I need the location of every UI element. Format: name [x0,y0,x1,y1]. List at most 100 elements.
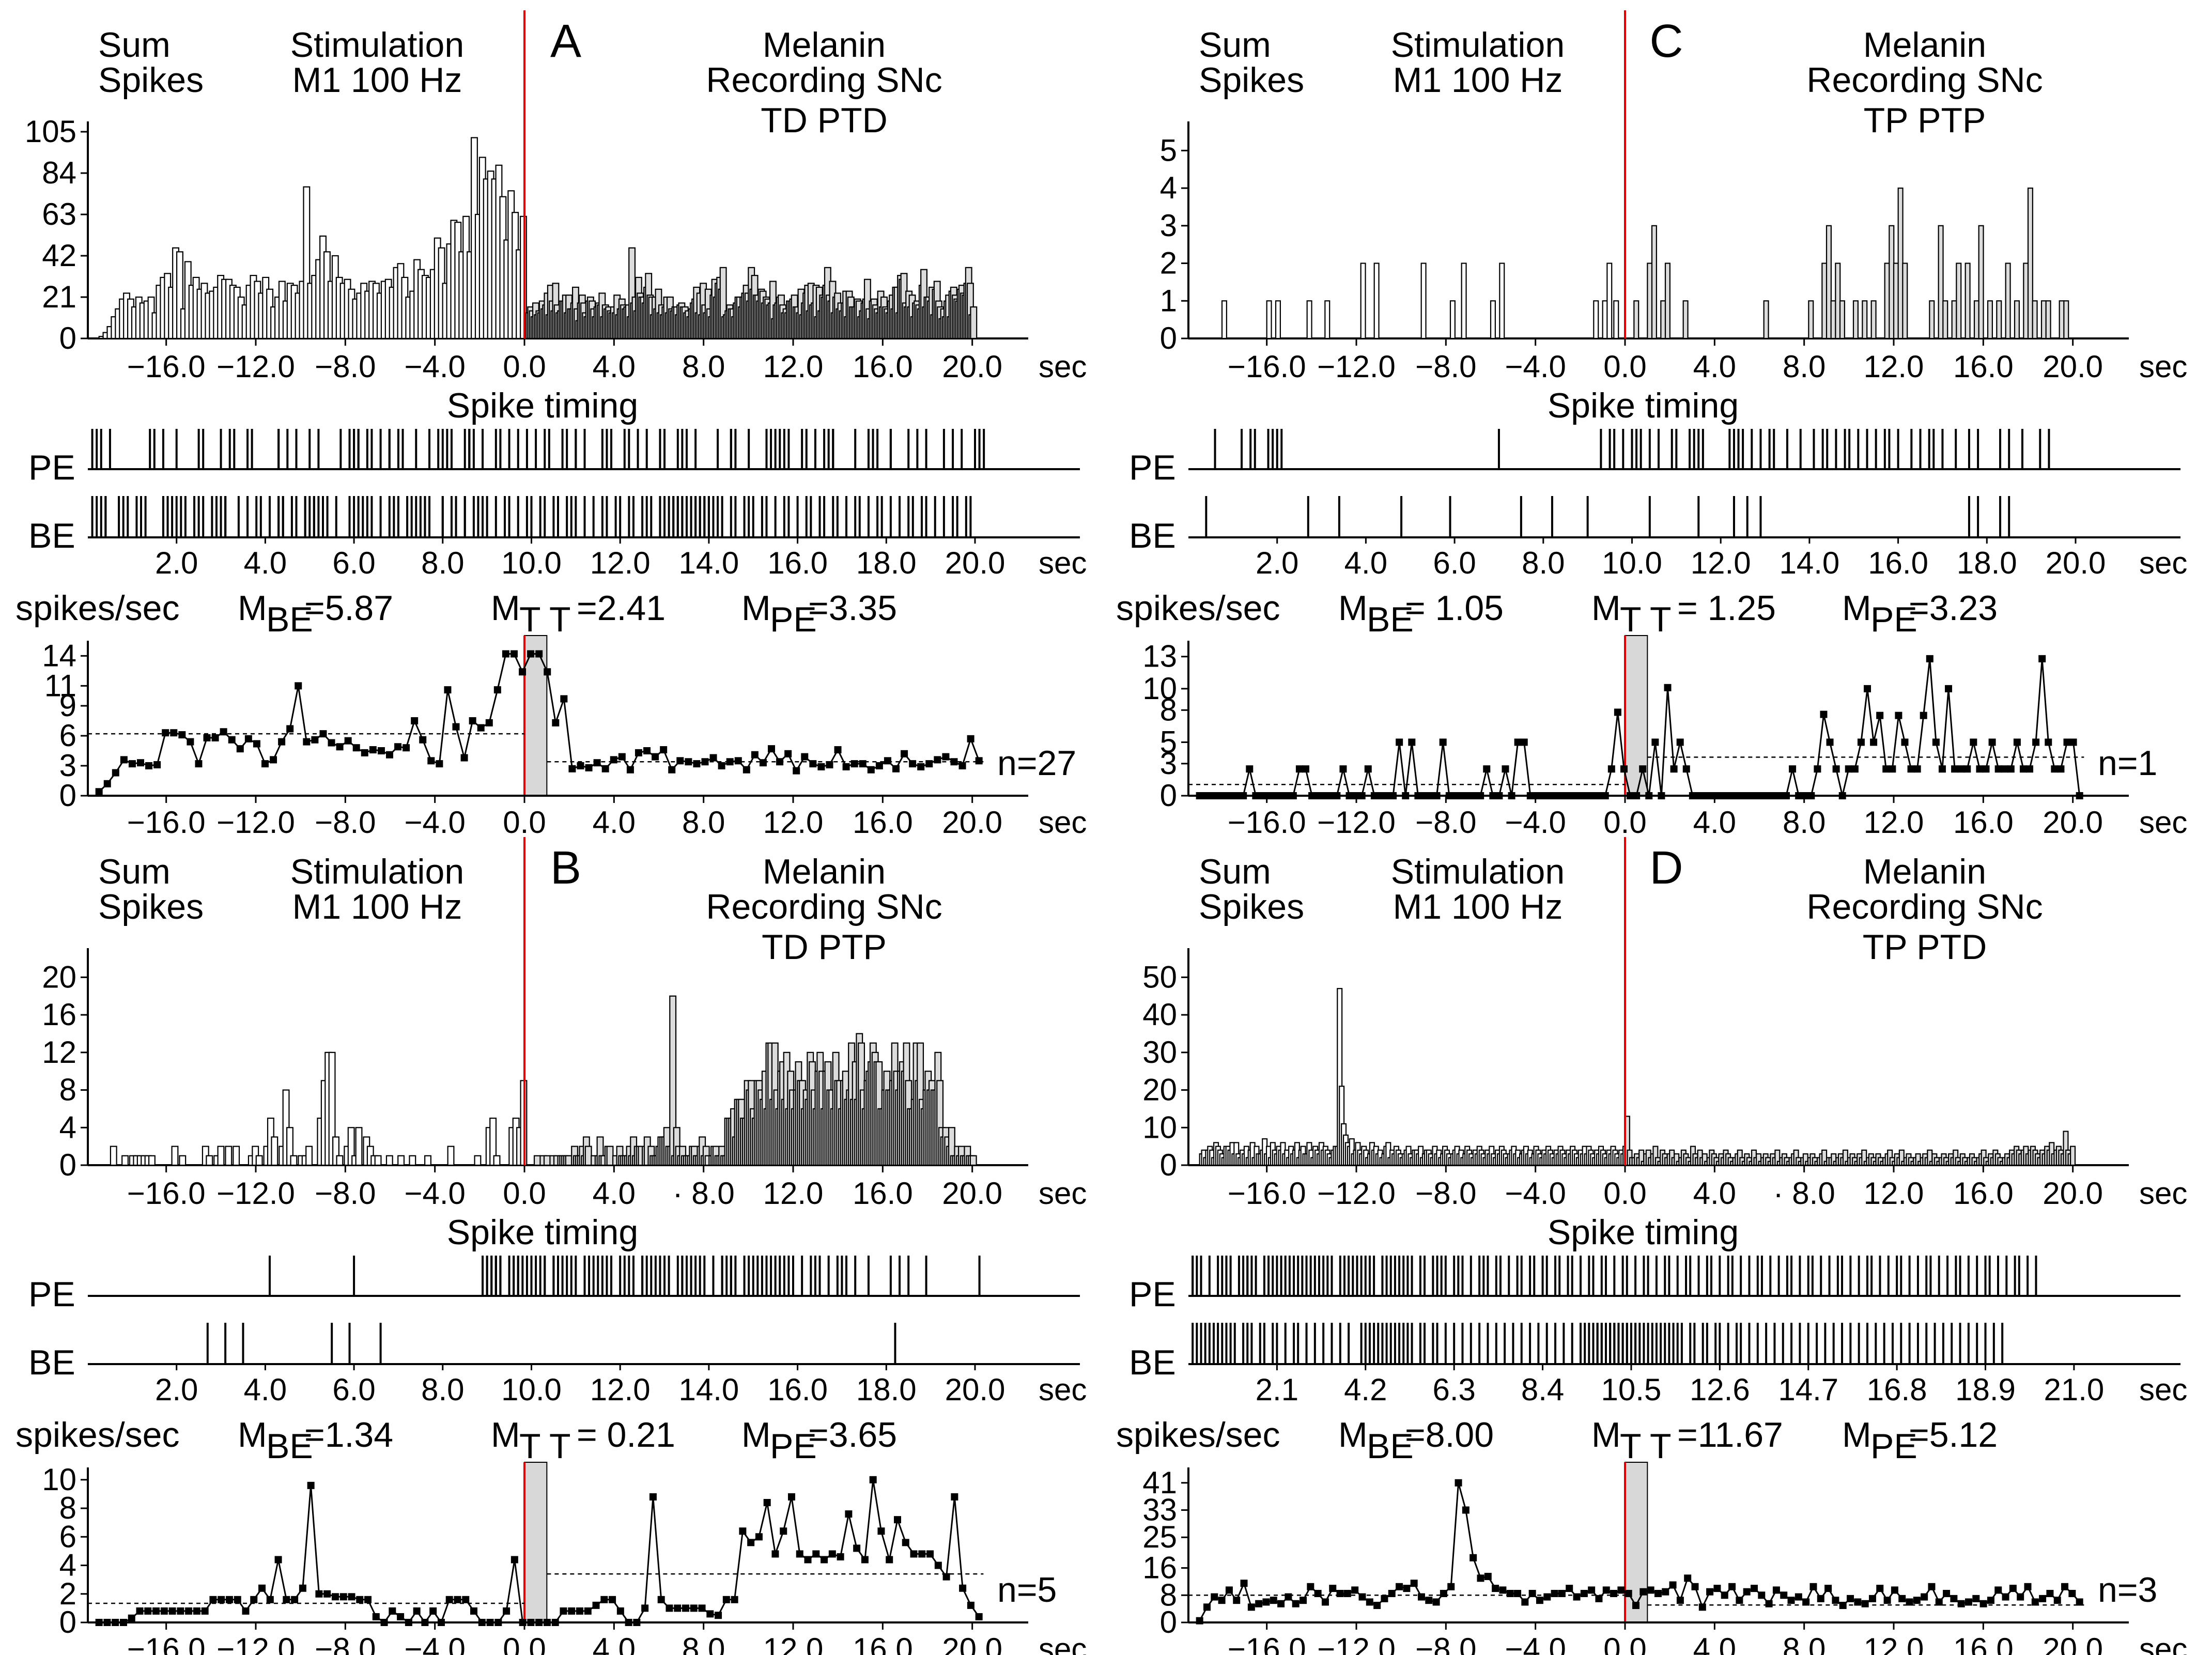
rate-point [776,758,784,766]
rate-point [1489,792,1497,799]
histogram-x-tick-label: −8.0 [315,1176,376,1211]
rate-point [633,1619,641,1626]
rate-x-tick-label: −16.0 [1228,805,1306,840]
mean-subscript: T T [519,1427,571,1466]
mean-value: = 1.25 [1677,589,1776,628]
rate-point [918,1550,926,1558]
rate-point [1536,1597,1543,1604]
rate-point [1433,792,1441,799]
rate-point [1495,792,1503,799]
rate-x-tick-label: 8.0 [1783,1632,1826,1655]
rate-point [1864,685,1871,692]
pre-stimulus-bar [255,1155,263,1166]
rate-point [812,1550,820,1558]
rate-x-tick-label: −8.0 [1415,1632,1476,1655]
histogram-y-tick-label: 42 [42,238,76,273]
rate-point [535,650,543,658]
rate-point [1620,765,1628,773]
pre-stimulus-bar [110,1146,117,1166]
rate-point [796,1550,803,1558]
rate-point [419,736,427,744]
rate-point [701,758,709,766]
rate-point [1627,792,1634,799]
rate-point [1225,1586,1233,1594]
mean-value: =3.23 [1909,589,1998,628]
rate-point [1483,765,1491,773]
mean-prefix: M [491,1415,520,1455]
pe-label: PE [1129,448,1176,487]
rate-point [685,758,692,766]
rate-point [1739,792,1746,799]
rate-point [1770,792,1777,799]
pre-stimulus-bar [1275,300,1281,339]
rate-point [112,769,119,777]
rate-point [1645,792,1653,799]
rate-point [452,723,460,731]
mean-be: MBE=1.34 [238,1415,393,1466]
rate-point [1410,1580,1418,1587]
rate-point [1895,712,1902,719]
rate-point [1987,1597,1994,1604]
rate-y-tick-label: 9 [59,688,76,723]
rate-point [1839,1602,1847,1610]
n-label: n=27 [997,744,1076,783]
raster-x-tick-label: 10.0 [1602,546,1662,580]
mean-value: =1.34 [304,1415,393,1455]
post-stimulus-bar [1902,262,1908,339]
mean-value: = 0.21 [577,1415,675,1455]
pre-stimulus-bar [328,1051,336,1166]
rate-point [1807,792,1815,799]
raster-x-tick-label: 18.0 [856,1372,917,1407]
rate-point [403,744,410,752]
melanin-label: Melanin [1863,852,1986,891]
rate-point [809,760,817,768]
raster-x-unit: sec [2139,546,2187,580]
rate-x-tick-label: 20.0 [2043,1632,2103,1655]
mean-be: MBE= 1.05 [1338,589,1504,639]
histogram-x-tick-label: 8.0 [1783,349,1826,384]
rate-point [902,1539,909,1546]
rate-x-tick-label: 4.0 [1693,805,1736,840]
be-label: BE [1129,516,1176,555]
rate-point [652,753,659,761]
rate-point [1366,1598,1373,1606]
rate-y-tick-label: 4 [59,1548,76,1583]
pre-stimulus-bar [290,1155,298,1166]
mean-be: MBE=8.00 [1338,1415,1494,1466]
rate-point [1662,1588,1669,1596]
post-stimulus-bar [1996,300,2002,339]
rate-point [331,1593,339,1601]
rate-y-tick-label: 14 [42,638,76,673]
rate-point [1308,792,1316,799]
rate-point [1526,792,1534,799]
post-stimulus-bar [1633,300,1639,339]
rate-point [1352,792,1359,799]
rate-point [1484,1573,1492,1581]
rate-point [1943,1589,1951,1597]
rate-point [1607,765,1615,773]
rate-point [1300,1597,1307,1604]
rate-point [1994,1586,2002,1594]
rate-point [1889,765,1896,773]
rate-point [1576,792,1584,799]
rate-point [1614,708,1621,716]
rate-point [1847,1595,1854,1602]
pre-stimulus-bar [1360,262,1366,339]
rate-point [1329,1585,1337,1592]
rate-point [942,1573,950,1581]
rate-x-unit: sec [2139,1632,2187,1655]
raster-x-tick-label: 12.0 [1691,546,1751,580]
rate-point [1255,1600,1263,1607]
pre-stimulus-bar [121,1155,129,1166]
post-stimulus-bar [543,1155,551,1166]
rate-x-tick-label: 0.0 [503,1632,546,1655]
rate-point [676,757,684,765]
rate-point [2017,1593,2024,1601]
post-stimulus-bar [1897,187,1904,339]
pre-stimulus-bar [1499,262,1505,339]
rate-point [405,1619,412,1626]
histogram-x-tick-label: −12.0 [1317,1176,1396,1211]
rate-point [394,743,402,751]
